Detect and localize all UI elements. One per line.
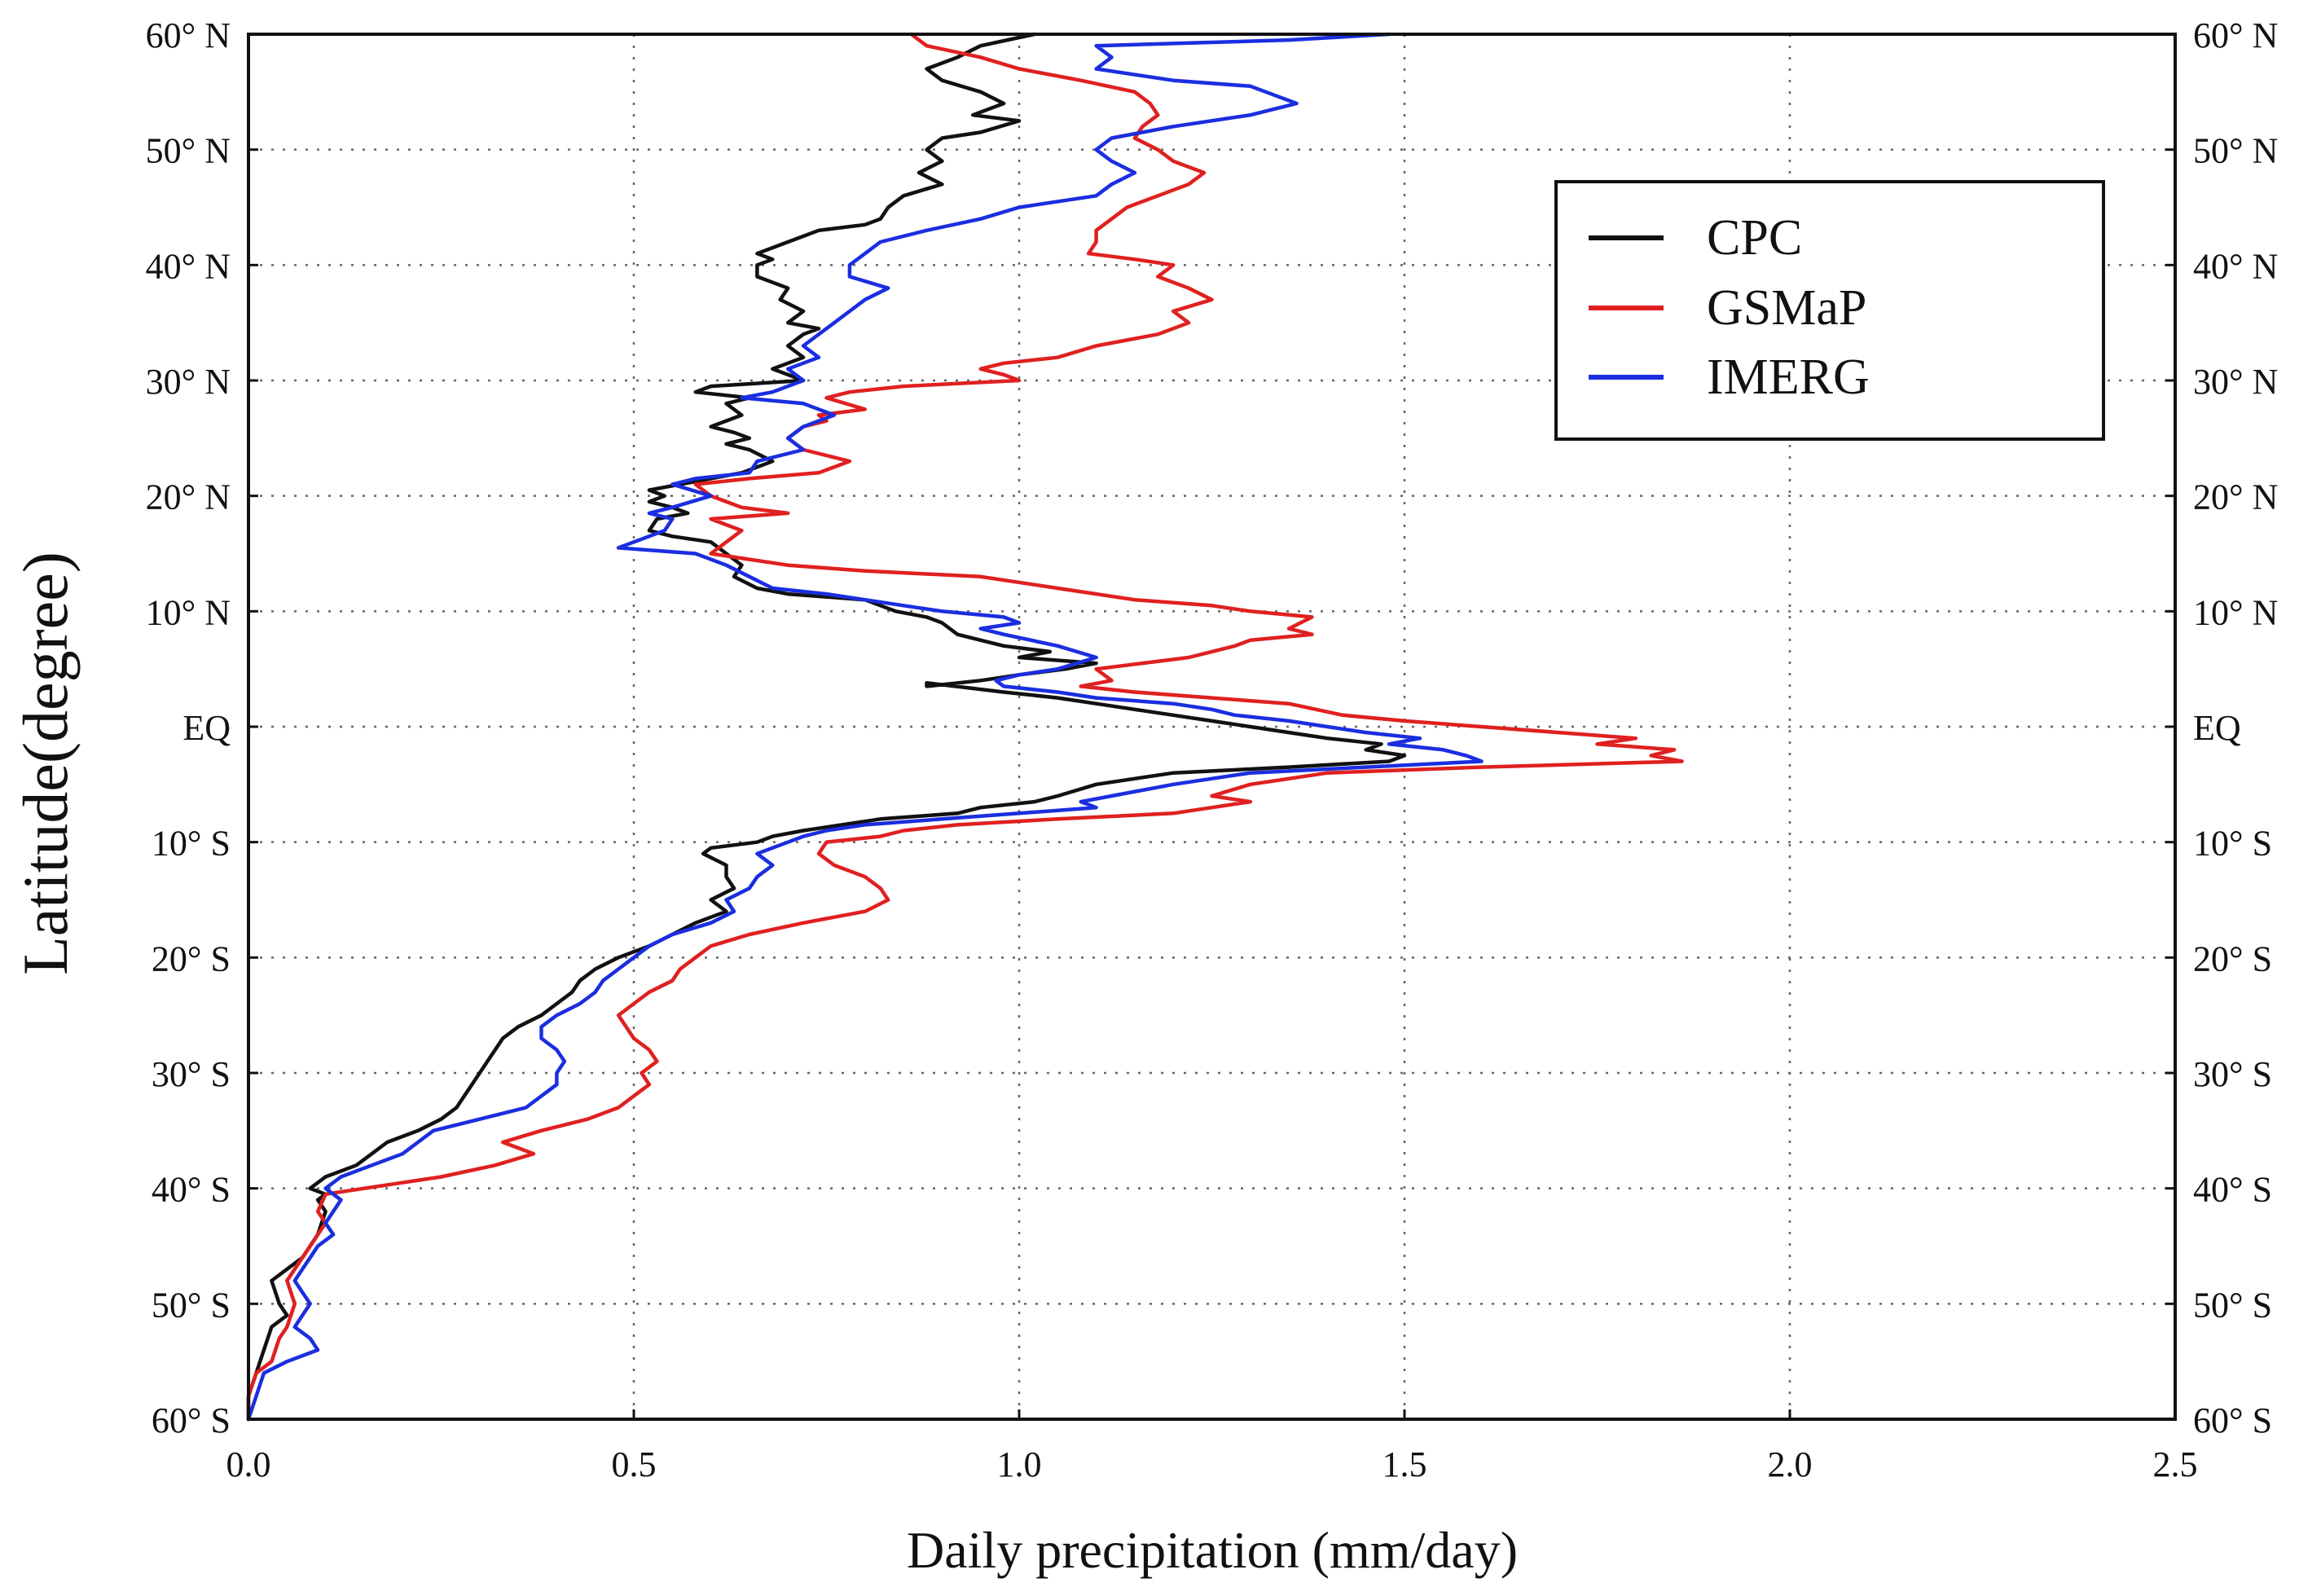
series-line-gsmap [246,32,1684,1422]
x-tick-label-2-0: 2.0 [1768,1444,1813,1484]
y-axis-right-ticks: 60° N 50° N 40° N 30° N 20° N 10° N EQ 10° S 20°… [2165,15,2278,1440]
y-tick-label-right-60-s: 60° S [2193,1400,2272,1440]
gridlines [248,34,2175,1419]
x-tick-label-0-5: 0.5 [612,1444,657,1484]
y-tick-label-left-50-n: 50° N [146,131,231,171]
y-tick-label-right-30-s: 30° S [2193,1054,2272,1094]
y-tick-label-left-20-n: 20° N [146,477,231,517]
legend-label-gsmap: GSMaP [1707,280,1866,336]
y-tick-label-right-40-s: 40° S [2193,1170,2272,1210]
y-axis-left-ticks: 60° N 50° N 40° N 30° N 20° N 10° N EQ 10° S 20°… [146,15,258,1440]
y-tick-label-left-30-s: 30° S [152,1054,231,1094]
y-tick-label-right-50-s: 50° S [2193,1285,2272,1325]
y-tick-label-left-10-n: 10° N [146,592,231,632]
y-tick-label-right-20-s: 20° S [2193,939,2272,978]
y-axis-title: Latitude(degree) [10,552,81,975]
y-tick-label-left-40-n: 40° N [146,246,231,286]
series-line-cpc [246,32,1407,1422]
y-tick-label-right-60-n: 60° N [2193,15,2278,55]
y-tick-label-left-eq: EQ [182,708,231,748]
x-tick-label-0-0: 0.0 [226,1444,271,1484]
x-tick-label-1-5: 1.5 [1382,1444,1427,1484]
y-tick-label-right-eq: EQ [2193,708,2241,748]
y-tick-label-left-50-s: 50° S [152,1285,231,1325]
y-tick-label-left-30-n: 30° N [146,362,231,402]
series-line-imerg [246,32,1484,1422]
data-series [246,32,1684,1422]
legend-label-imerg: IMERG [1707,350,1870,405]
x-axis-title: Daily precipitation (mm/day) [907,1521,1518,1579]
y-tick-label-right-20-n: 20° N [2193,477,2278,517]
y-tick-label-right-10-n: 10° N [2193,592,2278,632]
x-axis-ticks: 0.0 0.5 1.0 1.5 2.0 2.5 [226,1409,2198,1484]
y-tick-label-right-40-n: 40° N [2193,246,2278,286]
y-tick-label-right-50-n: 50° N [2193,131,2278,171]
x-tick-label-2-5: 2.5 [2153,1444,2198,1484]
y-tick-label-left-10-s: 10° S [152,824,231,864]
y-tick-label-left-60-s: 60° S [152,1400,231,1440]
y-tick-label-left-20-s: 20° S [152,939,231,978]
legend-label-cpc: CPC [1707,210,1802,266]
y-tick-label-left-60-n: 60° N [146,15,231,55]
legend: CPC GSMaP IMERG [1554,180,2105,441]
x-tick-label-1-0: 1.0 [997,1444,1042,1484]
y-tick-label-right-30-n: 30° N [2193,362,2278,402]
y-tick-label-right-10-s: 10° S [2193,824,2272,864]
y-tick-label-left-40-s: 40° S [152,1170,231,1210]
